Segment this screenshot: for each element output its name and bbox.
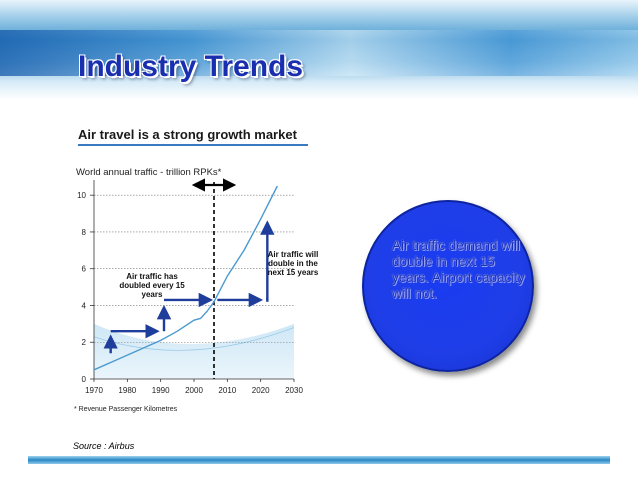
slide-title: Industry Trends [78, 50, 304, 83]
chart-footnote: * Revenue Passenger Kilometres [74, 406, 178, 413]
source-note: Source : Airbus [73, 441, 135, 451]
y-tick-label: 0 [82, 375, 87, 384]
y-tick-label: 8 [82, 228, 87, 237]
chart-svg: 0 2 4 6 8 10 1970 1980 1990 2000 2010 2020 2030 [77, 178, 303, 395]
chart-subtitle: World annual traffic - trillion RPKs* [76, 167, 222, 178]
annotation-right: Air traffic will double in the next 15 y… [267, 250, 319, 277]
x-tick-label: 2010 [218, 386, 236, 395]
chart-panel: 0 2 4 6 8 10 1970 1980 1990 2000 2010 2020 2030 Air … [68, 120, 318, 420]
y-tick-label: 2 [82, 338, 87, 347]
chart-background-band [94, 323, 294, 379]
annotation-left: Air traffic has doubled every 15 years [119, 272, 185, 299]
chart-title: Air travel is a strong growth market [78, 127, 308, 146]
x-tick-label: 1990 [152, 386, 170, 395]
header-banner-band [0, 30, 638, 76]
x-tick-label: 1980 [118, 386, 136, 395]
callout-circle [362, 200, 534, 372]
footer-bar [28, 456, 610, 464]
y-tick-label: 4 [82, 301, 87, 310]
y-tick-label: 6 [82, 265, 87, 274]
x-tick-label: 2030 [285, 386, 303, 395]
x-tick-label: 2000 [185, 386, 203, 395]
y-tick-label: 10 [77, 191, 86, 200]
series-line [93, 185, 278, 371]
x-tick-label: 1970 [85, 386, 103, 395]
x-tick-label: 2020 [252, 386, 270, 395]
callout-text: Air traffic demand will double in next 1… [392, 238, 525, 301]
